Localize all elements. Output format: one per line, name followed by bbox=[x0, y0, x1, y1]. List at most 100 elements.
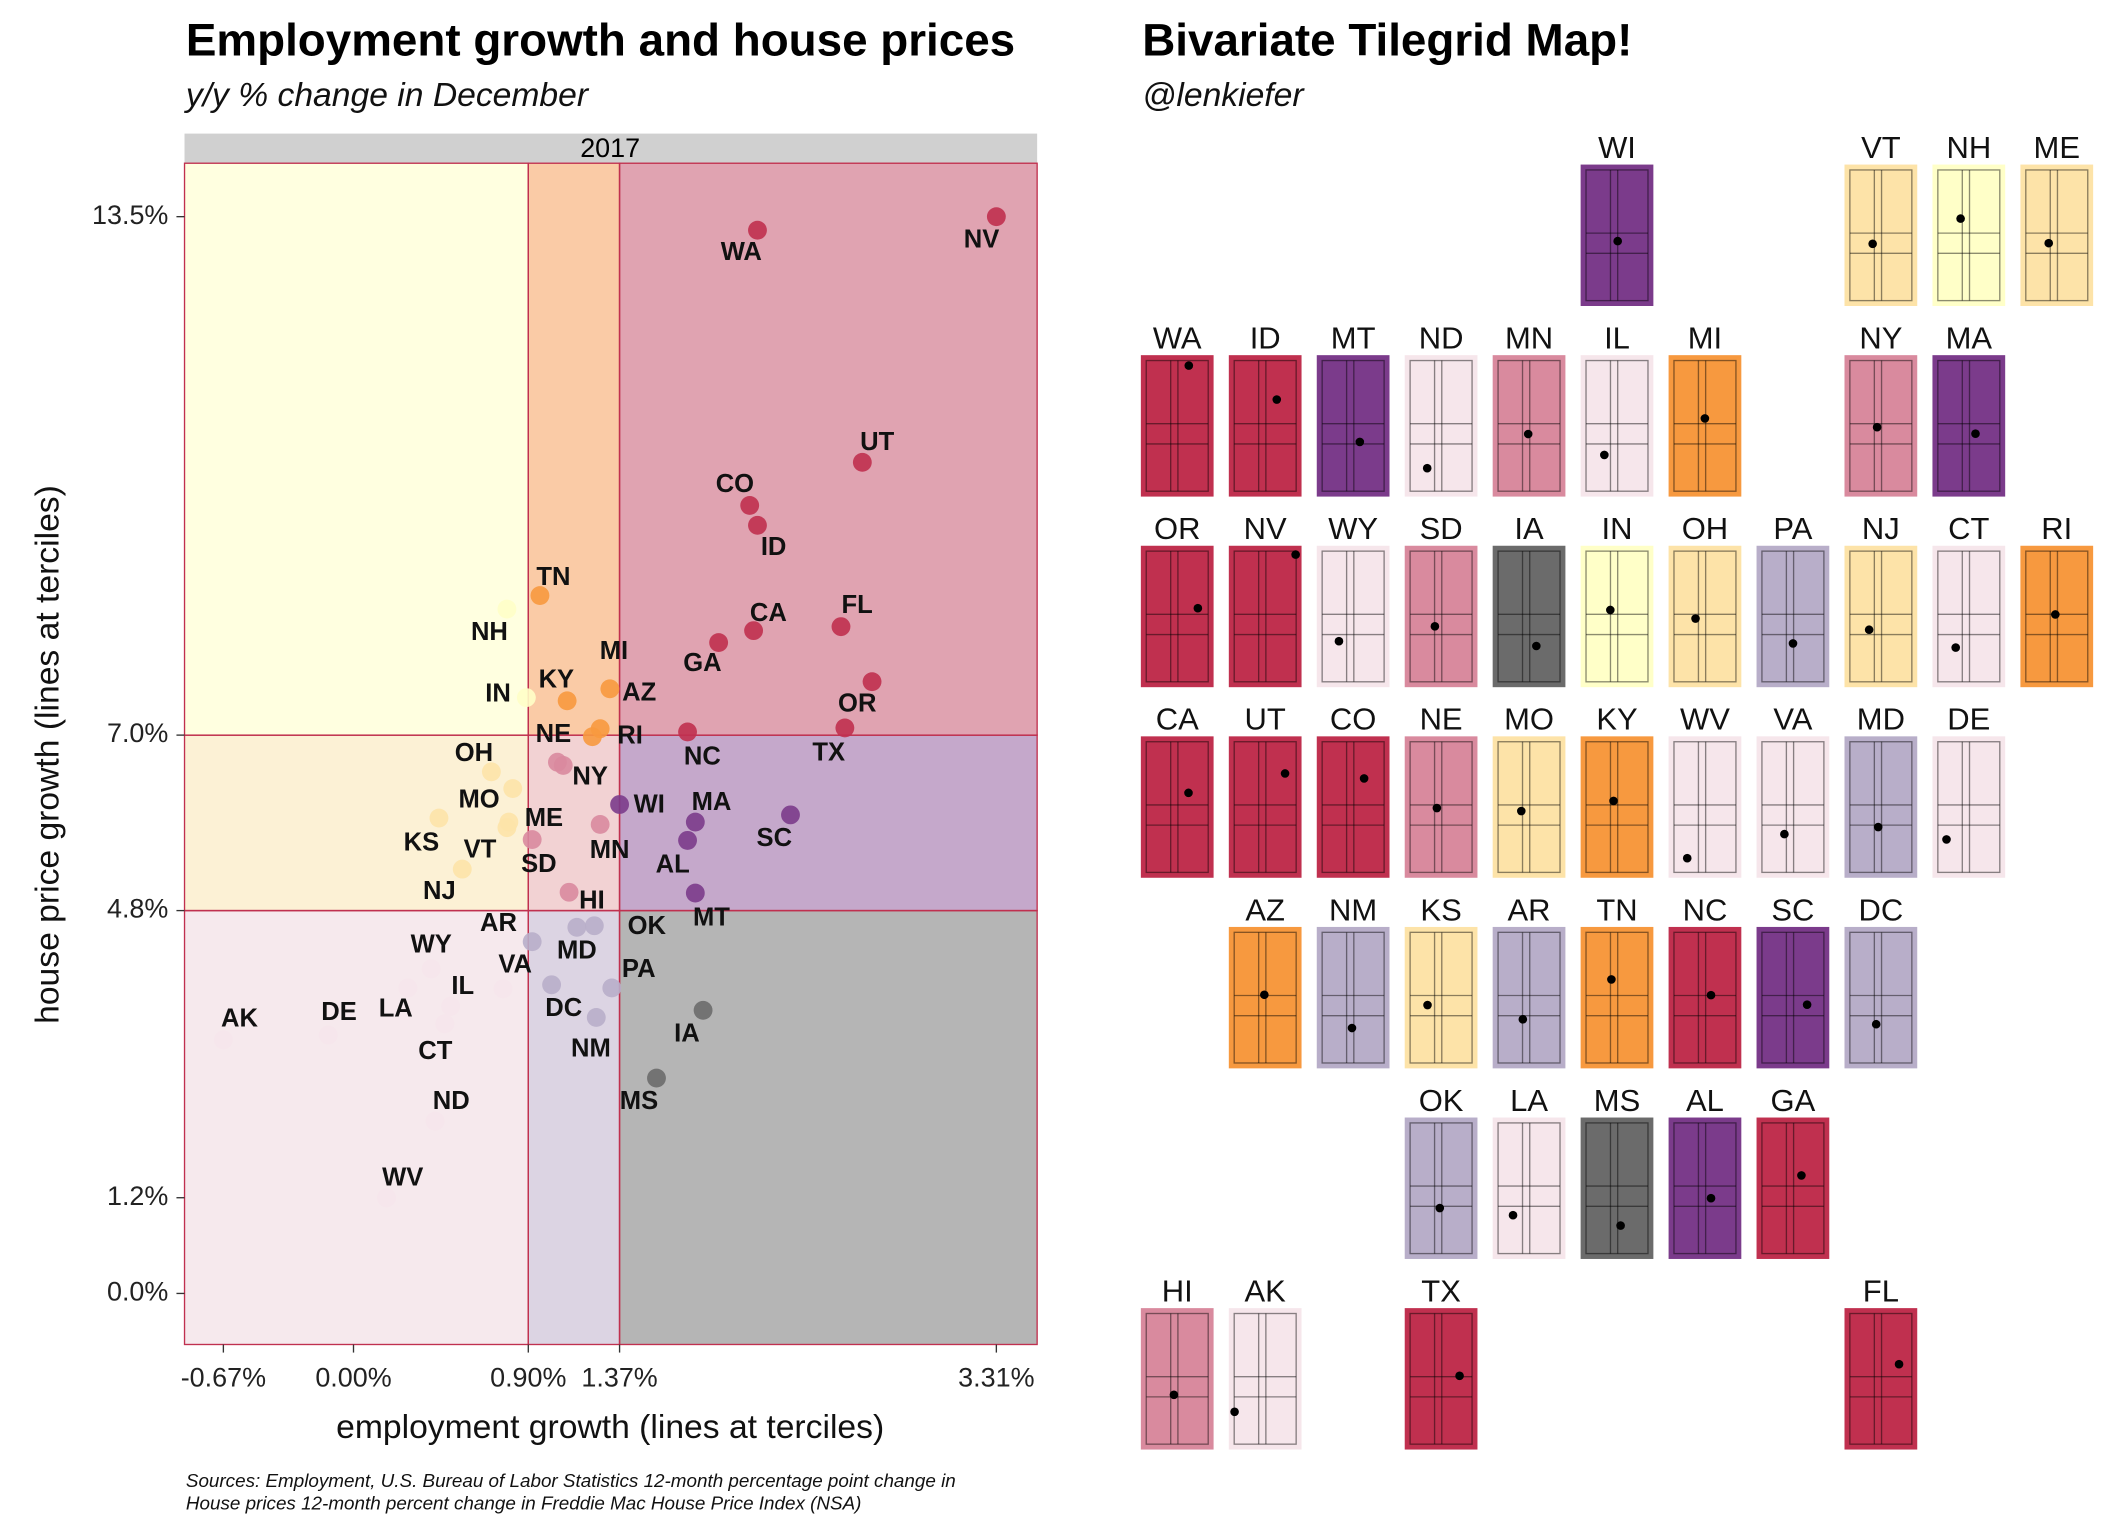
tile bbox=[2020, 164, 2094, 306]
tile-label: OK bbox=[1419, 1083, 1464, 1118]
y-tick-label: 1.2% bbox=[107, 1181, 168, 1211]
point bbox=[709, 633, 729, 653]
tile-label: MN bbox=[1505, 321, 1553, 356]
tile bbox=[1844, 736, 1918, 878]
point-label: RI bbox=[617, 721, 643, 749]
tile bbox=[1228, 545, 1302, 688]
tile-label: VT bbox=[1861, 130, 1901, 165]
tile-dot bbox=[1184, 361, 1194, 370]
point bbox=[678, 830, 697, 850]
y-tick-label: 13.5% bbox=[92, 200, 168, 230]
point bbox=[497, 599, 517, 619]
tile bbox=[1140, 355, 1214, 497]
tile-frame bbox=[1321, 359, 1385, 492]
tile bbox=[1932, 164, 2006, 306]
point-label: NH bbox=[471, 618, 508, 646]
facet-strip bbox=[184, 133, 1038, 164]
point bbox=[647, 1068, 666, 1088]
tile bbox=[1316, 926, 1390, 1069]
tile-label: IL bbox=[1604, 321, 1630, 356]
tile bbox=[1140, 736, 1214, 878]
point bbox=[852, 452, 872, 472]
point bbox=[584, 916, 604, 936]
tile-dot bbox=[1272, 395, 1282, 404]
tile-label: IA bbox=[1514, 511, 1544, 546]
tile-frame bbox=[1409, 741, 1473, 874]
tile-label: HI bbox=[1162, 1273, 1193, 1308]
tile-frame bbox=[1233, 931, 1297, 1064]
point-label: WA bbox=[721, 238, 762, 266]
tile-frame bbox=[1585, 1122, 1649, 1255]
tercile-region bbox=[183, 162, 529, 736]
tile-dot bbox=[2051, 610, 2060, 619]
chart-title: Employment growth and house prices bbox=[186, 14, 1015, 65]
tile-label: WA bbox=[1153, 321, 1202, 356]
tile-dot bbox=[1616, 1221, 1625, 1230]
tile-frame bbox=[1233, 359, 1297, 492]
tile bbox=[1580, 545, 1654, 688]
tile-dot bbox=[2044, 238, 2054, 248]
point-label: ID bbox=[761, 533, 787, 561]
tile-label: MD bbox=[1857, 702, 1905, 737]
tile bbox=[1668, 926, 1742, 1069]
tile-dot bbox=[1872, 422, 1882, 432]
point-label: VA bbox=[498, 951, 532, 979]
point bbox=[693, 1000, 713, 1020]
tile-label: OH bbox=[1682, 511, 1728, 546]
tile-frame bbox=[1585, 931, 1649, 1064]
tile-dot bbox=[1422, 463, 1432, 473]
point-label: NE bbox=[536, 720, 572, 748]
point-label: MD bbox=[557, 936, 597, 964]
tile-label: AK bbox=[1245, 1273, 1287, 1308]
tile-label: CT bbox=[1948, 511, 1989, 546]
tile-dot bbox=[1609, 796, 1618, 806]
map-title: Bivariate Tilegrid Map! bbox=[1142, 14, 1632, 65]
point-label: UT bbox=[860, 428, 894, 456]
tile-label: KY bbox=[1596, 702, 1637, 737]
tercile-region bbox=[183, 734, 529, 912]
tile-frame bbox=[2025, 550, 2089, 683]
tile bbox=[1668, 355, 1742, 497]
tile-label: WV bbox=[1680, 702, 1730, 737]
tile-label: OR bbox=[1154, 511, 1200, 546]
tile bbox=[1756, 1117, 1830, 1259]
point bbox=[493, 979, 513, 999]
point bbox=[678, 722, 697, 742]
tile bbox=[1668, 1117, 1742, 1259]
point-label: DE bbox=[321, 998, 357, 1026]
tile-label: NM bbox=[1329, 892, 1377, 927]
point bbox=[557, 691, 577, 711]
tile-frame bbox=[1937, 741, 2001, 874]
tile bbox=[1228, 1308, 1302, 1450]
tile-label: DC bbox=[1858, 892, 1903, 927]
point bbox=[590, 815, 610, 834]
facet-label: 2017 bbox=[580, 133, 640, 163]
tile-dot bbox=[1430, 622, 1440, 631]
point bbox=[748, 515, 767, 535]
tile-frame bbox=[1673, 550, 1737, 683]
tile-dot bbox=[1193, 603, 1203, 613]
point bbox=[740, 495, 760, 515]
tile-label: NJ bbox=[1862, 511, 1900, 546]
tile-dot bbox=[1956, 214, 1965, 223]
tile-label: CA bbox=[1156, 702, 1199, 737]
point bbox=[582, 727, 602, 747]
x-tick-label: 0.90% bbox=[490, 1363, 566, 1393]
point bbox=[522, 932, 542, 952]
tile-dot bbox=[1523, 429, 1533, 439]
point bbox=[600, 679, 620, 699]
point bbox=[748, 220, 767, 240]
tile bbox=[1140, 1308, 1214, 1450]
tile-frame bbox=[1409, 931, 1473, 1064]
tile bbox=[1404, 1308, 1478, 1450]
point-label: AK bbox=[221, 1004, 258, 1032]
tile-frame bbox=[1145, 741, 1209, 874]
point-label: IL bbox=[451, 972, 474, 1000]
tile-dot bbox=[1435, 1203, 1445, 1213]
point bbox=[429, 808, 449, 828]
tile-label: PA bbox=[1773, 511, 1812, 546]
point-label: FL bbox=[842, 591, 873, 619]
tile-dot bbox=[1518, 1014, 1528, 1024]
tile bbox=[1844, 545, 1918, 688]
